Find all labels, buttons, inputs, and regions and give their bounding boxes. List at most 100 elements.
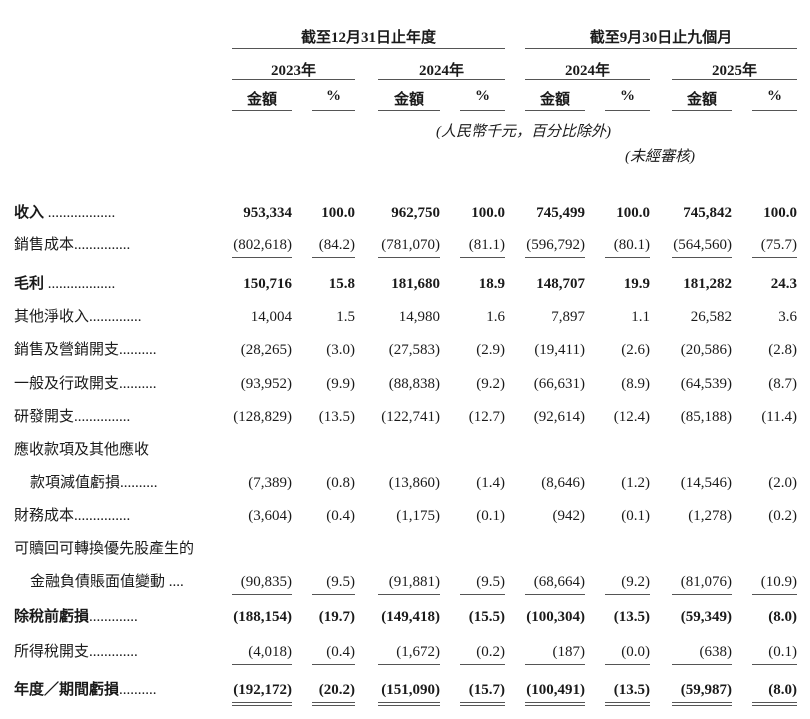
row-label: 可贖回可轉換優先股產生的 bbox=[14, 537, 194, 561]
amount-cell: (122,741) bbox=[381, 409, 440, 425]
percent-cell: (3.0) bbox=[326, 342, 355, 358]
amount-cell: (7,389) bbox=[248, 475, 292, 491]
percent-cell: (0.0) bbox=[605, 640, 650, 665]
percent-cell: 3.6 bbox=[778, 309, 797, 325]
amount-cell: (64,539) bbox=[680, 376, 732, 392]
table-row: 一般及行政開支.......... (93,952) (9.9) (88,838) (9… bbox=[0, 372, 810, 396]
amount-cell: (188,154) bbox=[233, 609, 292, 625]
amount-column-header: 金額 bbox=[686, 92, 717, 108]
row-label-text: 財務成本 bbox=[14, 508, 75, 524]
table-row: 款項減值虧損.......... (7,389) (0.8) (13,860) (1.4… bbox=[0, 471, 810, 495]
percent-cell: 19.9 bbox=[623, 276, 650, 292]
table-row: 應收款項及其他應收 bbox=[0, 438, 810, 462]
row-label-text: 款項減值虧損 bbox=[30, 475, 121, 491]
percent-cell: (0.2) bbox=[768, 508, 797, 524]
percent-cell: (8.9) bbox=[621, 376, 650, 392]
row-label-text: 研發開支 bbox=[14, 409, 75, 425]
table-row: 研發開支............... (128,829) (13.5) (122,7… bbox=[0, 405, 810, 429]
dot-leader: ............... bbox=[74, 409, 131, 425]
amount-cell: 7,897 bbox=[551, 309, 585, 325]
row-label: 財務成本............... bbox=[14, 504, 130, 528]
amount-cell: (1,175) bbox=[396, 508, 440, 524]
percent-column-header: % bbox=[475, 88, 490, 104]
table-row: 其他淨收入.............. 14,004 1.5 14,980 1.6 7,8… bbox=[0, 305, 810, 329]
amount-cell: (192,172) bbox=[232, 678, 292, 706]
amount-cell: (100,491) bbox=[525, 678, 585, 706]
table-row: 所得稅開支............. (4,018) (0.4) (1,672) (0.… bbox=[0, 640, 810, 665]
row-label: 年度／期間虧損.......... bbox=[14, 678, 157, 702]
percent-cell: (84.2) bbox=[312, 233, 355, 258]
percent-cell: (2.0) bbox=[768, 475, 797, 491]
amount-cell: 953,334 bbox=[243, 205, 292, 221]
amount-cell: (596,792) bbox=[525, 233, 585, 258]
percent-cell: (0.8) bbox=[326, 475, 355, 491]
percent-cell: 1.1 bbox=[631, 309, 650, 325]
amount-cell: (4,018) bbox=[232, 640, 292, 665]
row-label-text: 金融負債賬面值變動 bbox=[30, 574, 166, 590]
row-label: 毛利 .................. bbox=[14, 272, 115, 296]
amount-cell: 148,707 bbox=[536, 276, 585, 292]
year-header: 2023年 bbox=[270, 63, 316, 79]
divider bbox=[460, 110, 505, 111]
percent-cell: 15.8 bbox=[328, 276, 355, 292]
percent-cell: 100.0 bbox=[321, 205, 355, 221]
row-label: 銷售及營銷開支.......... bbox=[14, 338, 157, 362]
amount-cell: (88,838) bbox=[388, 376, 440, 392]
percent-cell: 100.0 bbox=[616, 205, 650, 221]
percent-cell: (0.4) bbox=[326, 508, 355, 524]
unaudited-note: (未經審核) bbox=[625, 149, 695, 165]
year-header: 2025年 bbox=[711, 63, 757, 79]
year-header: 2024年 bbox=[418, 63, 464, 79]
percent-cell: (75.7) bbox=[752, 233, 797, 258]
amount-cell: 181,680 bbox=[391, 276, 440, 292]
period-group-header: 截至12月31日止年度 bbox=[300, 30, 436, 46]
percent-cell: (13.5) bbox=[613, 609, 650, 625]
amount-cell: (128,829) bbox=[233, 409, 292, 425]
dot-leader: .................. bbox=[44, 276, 116, 292]
divider bbox=[312, 110, 355, 111]
percent-cell: (0.1) bbox=[752, 640, 797, 665]
amount-cell: (13,860) bbox=[388, 475, 440, 491]
row-label: 研發開支............... bbox=[14, 405, 130, 429]
amount-cell: (100,304) bbox=[526, 609, 585, 625]
amount-cell: (90,835) bbox=[232, 570, 292, 595]
divider bbox=[525, 48, 797, 49]
table-row: 財務成本............... (3,604) (0.4) (1,175) (0… bbox=[0, 504, 810, 528]
percent-cell: (8.0) bbox=[752, 678, 797, 706]
percent-cell: (1.4) bbox=[476, 475, 505, 491]
percent-cell: (1.2) bbox=[621, 475, 650, 491]
amount-column-header: 金額 bbox=[246, 92, 277, 108]
table-row: 年度／期間虧損.......... (192,172) (20.2) (151,090… bbox=[0, 678, 810, 706]
amount-cell: 745,842 bbox=[683, 205, 732, 221]
table-row: 銷售成本............... (802,618) (84.2) (781,0… bbox=[0, 233, 810, 258]
amount-cell: (149,418) bbox=[381, 609, 440, 625]
percent-cell: (20.2) bbox=[312, 678, 355, 706]
amount-cell: (81,076) bbox=[672, 570, 732, 595]
amount-cell: 962,750 bbox=[391, 205, 440, 221]
percent-cell: 1.5 bbox=[336, 309, 355, 325]
dot-leader: .......... bbox=[119, 342, 157, 358]
dot-leader: ............... bbox=[74, 237, 131, 253]
row-label-text: 可贖回可轉換優先股產生的 bbox=[14, 541, 195, 557]
dot-leader: ............... bbox=[74, 508, 131, 524]
percent-cell: (2.6) bbox=[621, 342, 650, 358]
percent-cell: (81.1) bbox=[460, 233, 505, 258]
divider bbox=[752, 110, 797, 111]
dot-leader: .......... bbox=[119, 376, 157, 392]
divider bbox=[605, 110, 650, 111]
amount-cell: (1,672) bbox=[378, 640, 440, 665]
divider bbox=[232, 110, 292, 111]
row-label-text: 所得稅開支 bbox=[14, 644, 90, 660]
row-label: 一般及行政開支.......... bbox=[14, 372, 157, 396]
amount-cell: 150,716 bbox=[243, 276, 292, 292]
dot-leader: .... bbox=[165, 574, 184, 590]
percent-cell: (9.2) bbox=[605, 570, 650, 595]
amount-cell: (802,618) bbox=[232, 233, 292, 258]
dot-leader: ............. bbox=[89, 644, 138, 660]
amount-cell: (942) bbox=[552, 508, 586, 524]
row-label: 其他淨收入.............. bbox=[14, 305, 142, 329]
row-label: 款項減值虧損.......... bbox=[30, 471, 158, 495]
divider bbox=[672, 110, 732, 111]
percent-cell: (80.1) bbox=[605, 233, 650, 258]
row-label-text: 收入 bbox=[14, 205, 45, 221]
